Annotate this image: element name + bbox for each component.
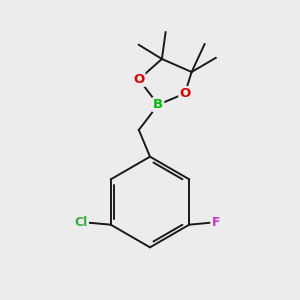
Text: F: F <box>212 216 220 229</box>
Text: O: O <box>133 73 145 86</box>
Text: Cl: Cl <box>74 216 88 229</box>
Text: O: O <box>179 87 191 100</box>
Text: B: B <box>153 98 163 111</box>
